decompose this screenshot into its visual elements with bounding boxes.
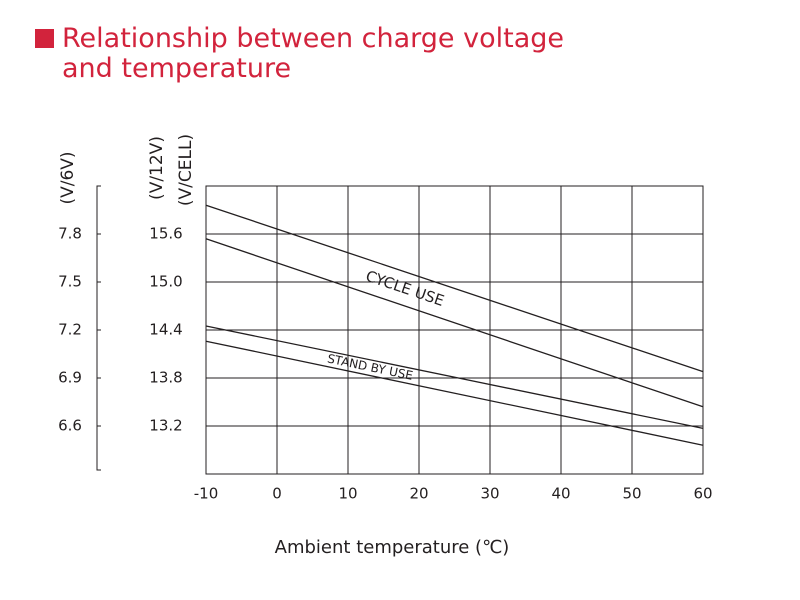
x-tick-label: 40	[551, 485, 570, 503]
chart-title: Relationship between charge voltage and …	[35, 24, 595, 84]
x-tick-label: 60	[693, 485, 712, 503]
y-tick-label: 15.6	[149, 225, 182, 243]
y3-axis-label: (V/CELL)	[176, 134, 196, 206]
band-upper-line	[205, 204, 704, 373]
x-tick-label: -10	[194, 485, 219, 503]
x-tick-label: 10	[338, 485, 357, 503]
y-tick-label: 13.8	[149, 369, 182, 387]
y2-axis-bracket	[96, 185, 101, 471]
y2-tick-label: 6.6	[58, 417, 82, 435]
y2-axis-label: (V/6V)	[58, 151, 78, 204]
band-upper-line	[205, 325, 704, 430]
y-tick-label: 13.2	[149, 417, 182, 435]
y2-tick-label: 7.2	[58, 321, 82, 339]
x-tick-label: 50	[622, 485, 641, 503]
y-tick-label: 15.0	[149, 273, 182, 291]
y-axis-label: (V/12V)	[147, 136, 167, 200]
x-tick-label: 30	[480, 485, 499, 503]
x-tick-label: 0	[272, 485, 282, 503]
y-tick-label: 14.4	[149, 321, 182, 339]
x-tick-label: 20	[409, 485, 428, 503]
band-label: CYCLE USE	[363, 267, 446, 310]
y2-tick-label: 7.5	[58, 273, 82, 291]
band-lower-line	[205, 238, 704, 408]
y2-tick-label: 7.8	[58, 225, 82, 243]
band-lower-line	[205, 340, 704, 446]
y2-tick-label: 6.9	[58, 369, 82, 387]
x-axis-label: Ambient temperature (℃)	[275, 537, 510, 558]
